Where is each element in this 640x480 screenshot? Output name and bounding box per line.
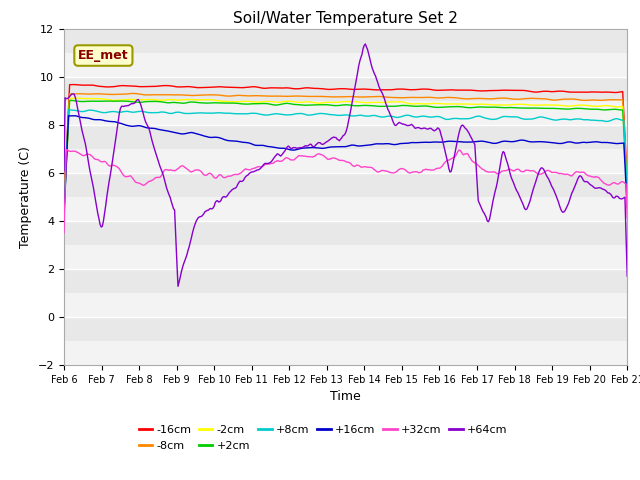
-8cm bbox=[366, 94, 374, 99]
+64cm bbox=[397, 120, 405, 126]
+2cm bbox=[332, 103, 340, 108]
-16cm bbox=[69, 82, 77, 87]
Text: EE_met: EE_met bbox=[78, 49, 129, 62]
-16cm bbox=[332, 86, 340, 92]
+2cm bbox=[366, 103, 374, 108]
Legend: -16cm, -8cm, -2cm, +2cm, +8cm, +16cm, +32cm, +64cm: -16cm, -8cm, -2cm, +2cm, +8cm, +16cm, +3… bbox=[134, 421, 512, 455]
Bar bbox=[64, 53, 627, 77]
-8cm bbox=[332, 94, 340, 100]
+8cm bbox=[397, 114, 404, 120]
-2cm bbox=[623, 188, 631, 193]
-2cm bbox=[366, 100, 374, 106]
-2cm bbox=[332, 99, 340, 105]
+64cm bbox=[623, 273, 631, 279]
Bar bbox=[64, 197, 627, 221]
+32cm bbox=[63, 146, 70, 152]
Line: -2cm: -2cm bbox=[64, 98, 627, 208]
+16cm bbox=[397, 141, 404, 146]
Line: +64cm: +64cm bbox=[64, 44, 627, 286]
-16cm bbox=[366, 87, 374, 93]
+64cm bbox=[332, 135, 340, 141]
+32cm bbox=[611, 180, 619, 186]
+2cm bbox=[611, 107, 619, 112]
Bar bbox=[64, 293, 627, 317]
-2cm bbox=[397, 99, 404, 105]
-8cm bbox=[129, 91, 137, 96]
Bar bbox=[64, 149, 627, 173]
-8cm bbox=[623, 184, 631, 190]
+64cm bbox=[60, 168, 68, 173]
+16cm bbox=[366, 142, 374, 148]
X-axis label: Time: Time bbox=[330, 390, 361, 403]
+64cm bbox=[174, 283, 182, 289]
+2cm bbox=[397, 103, 404, 108]
-16cm bbox=[60, 198, 68, 204]
+2cm bbox=[66, 97, 74, 103]
+16cm bbox=[623, 205, 631, 211]
Bar bbox=[64, 245, 627, 269]
Line: -8cm: -8cm bbox=[64, 94, 627, 205]
+8cm bbox=[332, 112, 340, 118]
+2cm bbox=[623, 190, 631, 196]
+32cm bbox=[397, 166, 404, 172]
-8cm bbox=[611, 97, 619, 103]
Line: +32cm: +32cm bbox=[64, 149, 627, 233]
+8cm bbox=[611, 116, 619, 122]
-8cm bbox=[523, 96, 531, 101]
+16cm bbox=[60, 213, 68, 219]
+8cm bbox=[523, 116, 531, 122]
+32cm bbox=[623, 215, 631, 220]
+64cm bbox=[367, 61, 375, 67]
-2cm bbox=[611, 104, 619, 109]
+32cm bbox=[332, 156, 340, 162]
Line: -16cm: -16cm bbox=[64, 84, 627, 201]
+2cm bbox=[60, 206, 68, 212]
+32cm bbox=[60, 230, 68, 236]
-8cm bbox=[329, 94, 337, 100]
+2cm bbox=[329, 103, 337, 108]
+16cm bbox=[611, 141, 619, 146]
+32cm bbox=[329, 155, 337, 161]
Line: +2cm: +2cm bbox=[64, 100, 627, 209]
+16cm bbox=[332, 144, 340, 150]
-16cm bbox=[523, 88, 531, 94]
Bar bbox=[64, 341, 627, 365]
-16cm bbox=[623, 179, 631, 184]
-16cm bbox=[329, 86, 337, 92]
-2cm bbox=[329, 99, 337, 105]
+32cm bbox=[366, 165, 374, 170]
+64cm bbox=[329, 135, 337, 141]
+64cm bbox=[362, 41, 369, 47]
+16cm bbox=[329, 144, 337, 150]
+32cm bbox=[523, 168, 531, 173]
+2cm bbox=[523, 105, 531, 111]
-2cm bbox=[523, 102, 531, 108]
+16cm bbox=[523, 138, 531, 144]
Y-axis label: Temperature (C): Temperature (C) bbox=[19, 146, 32, 248]
-8cm bbox=[60, 203, 68, 208]
Title: Soil/Water Temperature Set 2: Soil/Water Temperature Set 2 bbox=[233, 11, 458, 26]
+8cm bbox=[623, 191, 631, 197]
-2cm bbox=[60, 205, 68, 211]
Line: +8cm: +8cm bbox=[64, 109, 627, 213]
+8cm bbox=[65, 107, 72, 112]
+8cm bbox=[329, 112, 337, 118]
-8cm bbox=[397, 95, 404, 101]
+8cm bbox=[60, 210, 68, 216]
+8cm bbox=[366, 113, 374, 119]
+16cm bbox=[70, 113, 78, 119]
+64cm bbox=[612, 193, 620, 199]
+64cm bbox=[524, 204, 532, 210]
Line: +16cm: +16cm bbox=[64, 116, 627, 216]
-16cm bbox=[397, 86, 404, 92]
-2cm bbox=[72, 95, 80, 101]
Bar bbox=[64, 101, 627, 125]
-16cm bbox=[611, 90, 619, 96]
